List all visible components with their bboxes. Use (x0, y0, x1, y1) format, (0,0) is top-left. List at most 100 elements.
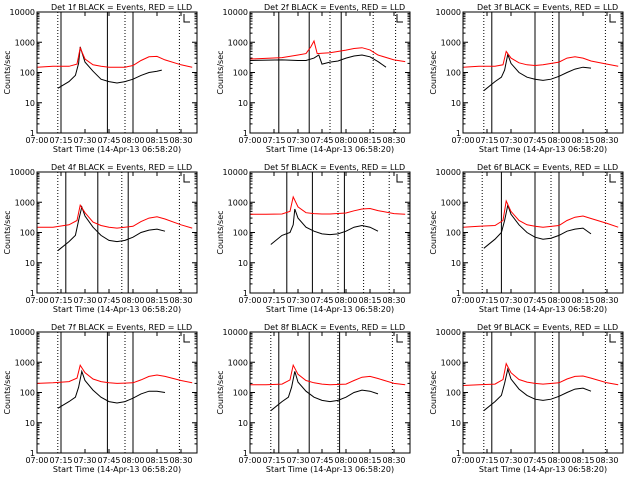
x-tick-label: 07:00 (451, 456, 474, 465)
y-axis-label: Counts/sec (429, 370, 438, 414)
y-tick-label: 10000 (436, 8, 461, 17)
x-tick-label: 07:30 (286, 456, 309, 465)
x-tick-label: 08:00 (547, 456, 570, 465)
y-tick-label: 1000 (441, 358, 461, 367)
x-tick-label: 08:15 (145, 136, 168, 145)
y-tick-label: 10 (451, 419, 461, 428)
y-axis-label: Counts/sec (216, 370, 225, 414)
y-axis-label: Counts/sec (216, 210, 225, 254)
series-lld (250, 363, 406, 386)
series-events (270, 371, 379, 412)
plot-frame (36, 331, 198, 454)
y-tick-label: 1 (243, 449, 248, 458)
legend-bracket (183, 174, 190, 183)
x-tick-label: 07:00 (451, 296, 474, 305)
x-tick-label: 07:00 (25, 456, 48, 465)
x-tick-label: 07:00 (25, 296, 48, 305)
x-tick-label: 08:00 (334, 136, 357, 145)
series-lld (37, 203, 193, 229)
y-axis-label: Counts/sec (3, 50, 12, 94)
y-tick-label: 1 (30, 449, 35, 458)
series-lld (249, 39, 406, 63)
series-events (57, 205, 166, 252)
y-tick-label: 10000 (10, 328, 35, 337)
x-tick-label: 07:30 (73, 456, 96, 465)
y-tick-label: 10 (25, 259, 35, 268)
x-tick-label: 08:15 (358, 296, 381, 305)
series-lld (462, 50, 619, 68)
x-tick-label: 07:45 (97, 296, 120, 305)
y-axis-label: Counts/sec (429, 210, 438, 254)
legend-bracket (609, 334, 616, 343)
y-tick-label: 10000 (436, 168, 461, 177)
legend-bracket (396, 14, 403, 23)
x-tick-label: 07:30 (499, 296, 522, 305)
x-tick-label: 08:15 (571, 296, 594, 305)
panel-title: Det 8f BLACK = Events, RED = LLD (264, 323, 405, 332)
x-tick-label: 07:30 (499, 456, 522, 465)
y-tick-label: 100 (20, 69, 35, 78)
x-tick-label: 08:30 (595, 136, 618, 145)
x-tick-label: 07:15 (475, 296, 498, 305)
x-tick-label: 07:00 (451, 136, 474, 145)
y-tick-label: 1000 (228, 198, 248, 207)
legend-bracket (396, 174, 403, 183)
y-tick-label: 1 (456, 449, 461, 458)
x-axis-label: Start Time (14-Apr-13 06:58:20) (266, 305, 394, 314)
y-tick-label: 10 (451, 259, 461, 268)
series-lld (462, 199, 619, 228)
x-axis-label: Start Time (14-Apr-13 06:58:20) (266, 465, 394, 474)
x-tick-label: 07:45 (97, 456, 120, 465)
y-tick-label: 1 (456, 289, 461, 298)
series-events (483, 367, 592, 412)
x-tick-label: 07:15 (262, 456, 285, 465)
panel-title: Det 7f BLACK = Events, RED = LLD (51, 323, 192, 332)
series-events (249, 54, 387, 68)
plot-frame (249, 11, 411, 134)
y-tick-label: 100 (20, 229, 35, 238)
y-tick-label: 1000 (441, 198, 461, 207)
y-tick-label: 1000 (15, 358, 35, 367)
x-tick-label: 08:00 (547, 296, 570, 305)
y-tick-label: 100 (233, 229, 248, 238)
plot-frame (462, 171, 624, 294)
y-tick-label: 10 (25, 419, 35, 428)
x-tick-label: 08:15 (571, 136, 594, 145)
series-lld (462, 362, 619, 386)
series-events (483, 52, 592, 92)
y-tick-label: 10 (238, 259, 248, 268)
y-tick-label: 10000 (10, 8, 35, 17)
x-tick-label: 08:30 (169, 296, 192, 305)
x-tick-label: 07:15 (475, 456, 498, 465)
x-axis-label: Start Time (14-Apr-13 06:58:20) (479, 465, 607, 474)
x-tick-label: 07:45 (310, 296, 333, 305)
panel-title: Det 9f BLACK = Events, RED = LLD (477, 323, 618, 332)
plot-frame (36, 11, 198, 134)
x-tick-label: 08:00 (334, 296, 357, 305)
y-tick-label: 10 (451, 99, 461, 108)
x-tick-label: 08:30 (595, 296, 618, 305)
y-tick-label: 100 (446, 389, 461, 398)
x-tick-label: 08:30 (382, 136, 405, 145)
y-tick-label: 1 (30, 289, 35, 298)
y-axis-label: Counts/sec (3, 370, 12, 414)
panel-title: Det 2f BLACK = Events, RED = LLD (264, 3, 405, 12)
series-events (57, 369, 166, 409)
y-tick-label: 10 (238, 99, 248, 108)
series-lld (250, 195, 406, 215)
y-tick-label: 1000 (15, 38, 35, 47)
x-tick-label: 07:45 (310, 456, 333, 465)
y-tick-label: 1 (30, 129, 35, 138)
x-tick-label: 08:15 (145, 456, 168, 465)
series-lld (36, 46, 193, 68)
x-axis-label: Start Time (14-Apr-13 06:58:20) (53, 145, 181, 154)
series-events (483, 203, 592, 249)
series-events (57, 46, 162, 89)
series-events (270, 208, 379, 245)
y-tick-label: 10000 (223, 168, 248, 177)
